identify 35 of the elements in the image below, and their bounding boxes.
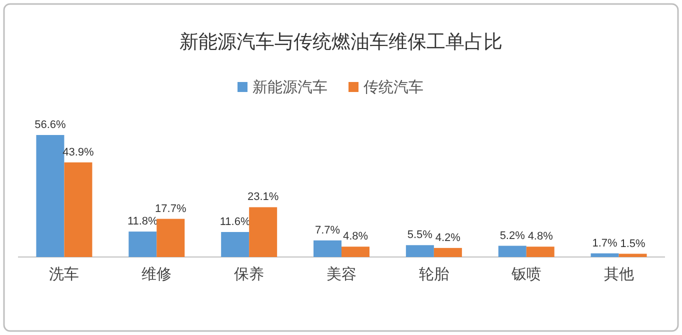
- bar: [618, 254, 647, 257]
- legend-label: 新能源汽车: [252, 79, 328, 96]
- x-tick-label: 洗车: [49, 266, 80, 283]
- data-label: 7.7%: [314, 224, 340, 236]
- data-label: 1.5%: [620, 238, 646, 250]
- data-label: 5.5%: [407, 229, 433, 242]
- bar: [36, 135, 64, 257]
- data-label: 23.1%: [247, 191, 279, 204]
- data-label: 4.8%: [528, 230, 554, 243]
- legend-label: 传统汽车: [364, 79, 424, 96]
- x-tick-label: 钣喷: [510, 266, 542, 283]
- bar: [249, 207, 278, 257]
- bar: [342, 246, 370, 257]
- x-tick-label: 美容: [326, 266, 356, 283]
- x-tick-label: 其他: [604, 266, 634, 283]
- data-label: 4.8%: [342, 230, 368, 243]
- data-label: 4.2%: [435, 232, 461, 244]
- bar: [498, 246, 526, 257]
- bar: [406, 245, 434, 257]
- data-label: 1.7%: [592, 237, 618, 250]
- bar: [156, 218, 185, 257]
- bar: [64, 162, 92, 257]
- data-label: 17.7%: [155, 202, 186, 215]
- bar: [128, 232, 157, 257]
- x-tick-label: 维修: [142, 266, 172, 283]
- bar: [590, 253, 619, 257]
- bar: [221, 232, 250, 257]
- x-tick-label: 轮胎: [418, 266, 449, 283]
- data-label: 5.2%: [500, 230, 526, 242]
- bar: [434, 248, 462, 257]
- chart-title: 新能源汽车与传统燃油车维保工单占比: [180, 31, 502, 53]
- bar: [526, 246, 554, 257]
- x-tick-label: 保养: [234, 266, 264, 283]
- bar: [314, 240, 342, 257]
- data-label: 56.6%: [34, 119, 66, 131]
